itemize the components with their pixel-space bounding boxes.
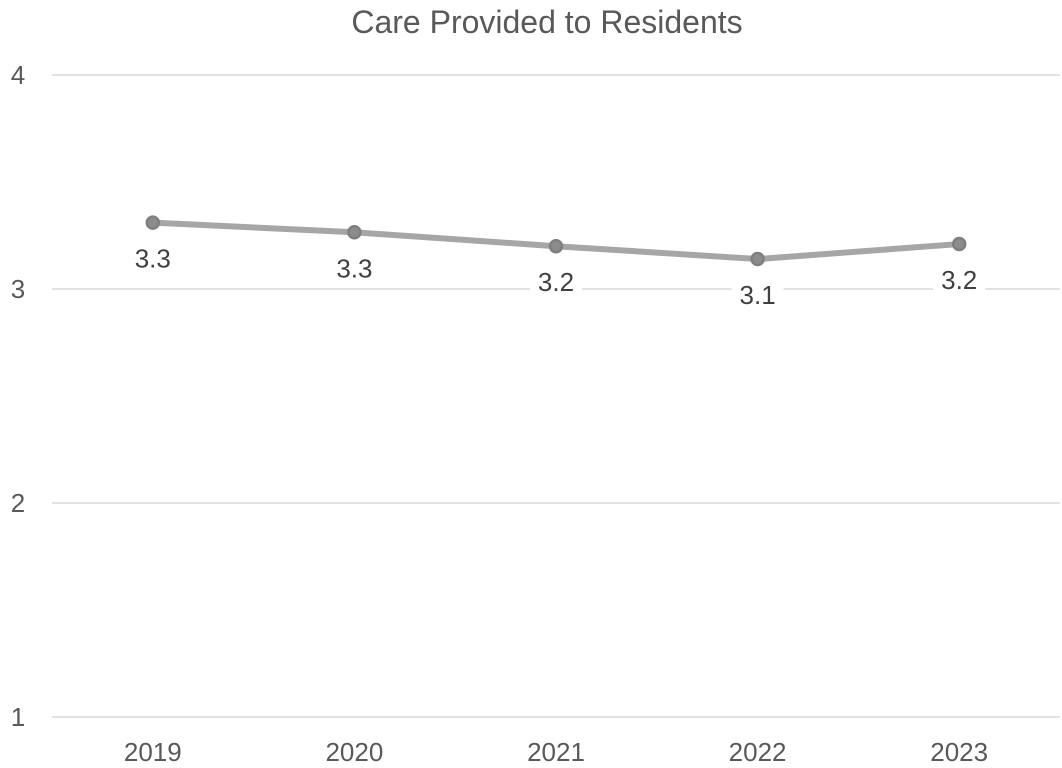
- y-tick-label: 1: [11, 702, 25, 732]
- x-tick-label: 2023: [930, 737, 988, 767]
- data-point: [347, 225, 362, 240]
- x-tick-label: 2022: [729, 737, 787, 767]
- x-axis-tick-labels: 2019 2020 2021 2022 2023: [124, 737, 988, 767]
- data-labels: 3.3 3.3 3.2 3.1 3.2: [126, 242, 986, 312]
- data-label-group: 3.3: [328, 252, 381, 285]
- data-label-group: 3.2: [933, 264, 986, 297]
- data-label: 3.2: [941, 265, 977, 295]
- data-label-group: 3.3: [126, 242, 179, 275]
- gridlines: [52, 74, 1060, 718]
- data-label-background: [933, 264, 986, 297]
- y-tick-label: 4: [11, 60, 25, 90]
- x-tick-label: 2019: [124, 737, 182, 767]
- data-label: 3.3: [336, 253, 372, 283]
- data-label-group: 3.1: [731, 279, 784, 312]
- chart-title: Care Provided to Residents: [351, 4, 742, 40]
- data-point: [548, 238, 564, 254]
- data-point: [145, 215, 161, 230]
- data-label-background: [530, 266, 582, 299]
- x-tick-label: 2020: [325, 737, 383, 767]
- data-point: [951, 236, 967, 252]
- x-tick-label: 2021: [527, 737, 585, 767]
- y-tick-label: 2: [11, 488, 25, 518]
- y-axis-tick-labels: 1 2 3 4: [11, 60, 25, 732]
- data-label: 3.3: [135, 244, 171, 274]
- data-label: 3.1: [740, 280, 776, 310]
- series-layer: [145, 215, 967, 267]
- data-label-group: 3.2: [530, 266, 582, 299]
- data-point: [750, 251, 765, 267]
- data-label-background: [328, 252, 381, 285]
- y-tick-label: 3: [11, 274, 25, 304]
- data-label: 3.2: [538, 267, 574, 297]
- data-label-background: [731, 279, 784, 312]
- data-label-background: [126, 242, 179, 275]
